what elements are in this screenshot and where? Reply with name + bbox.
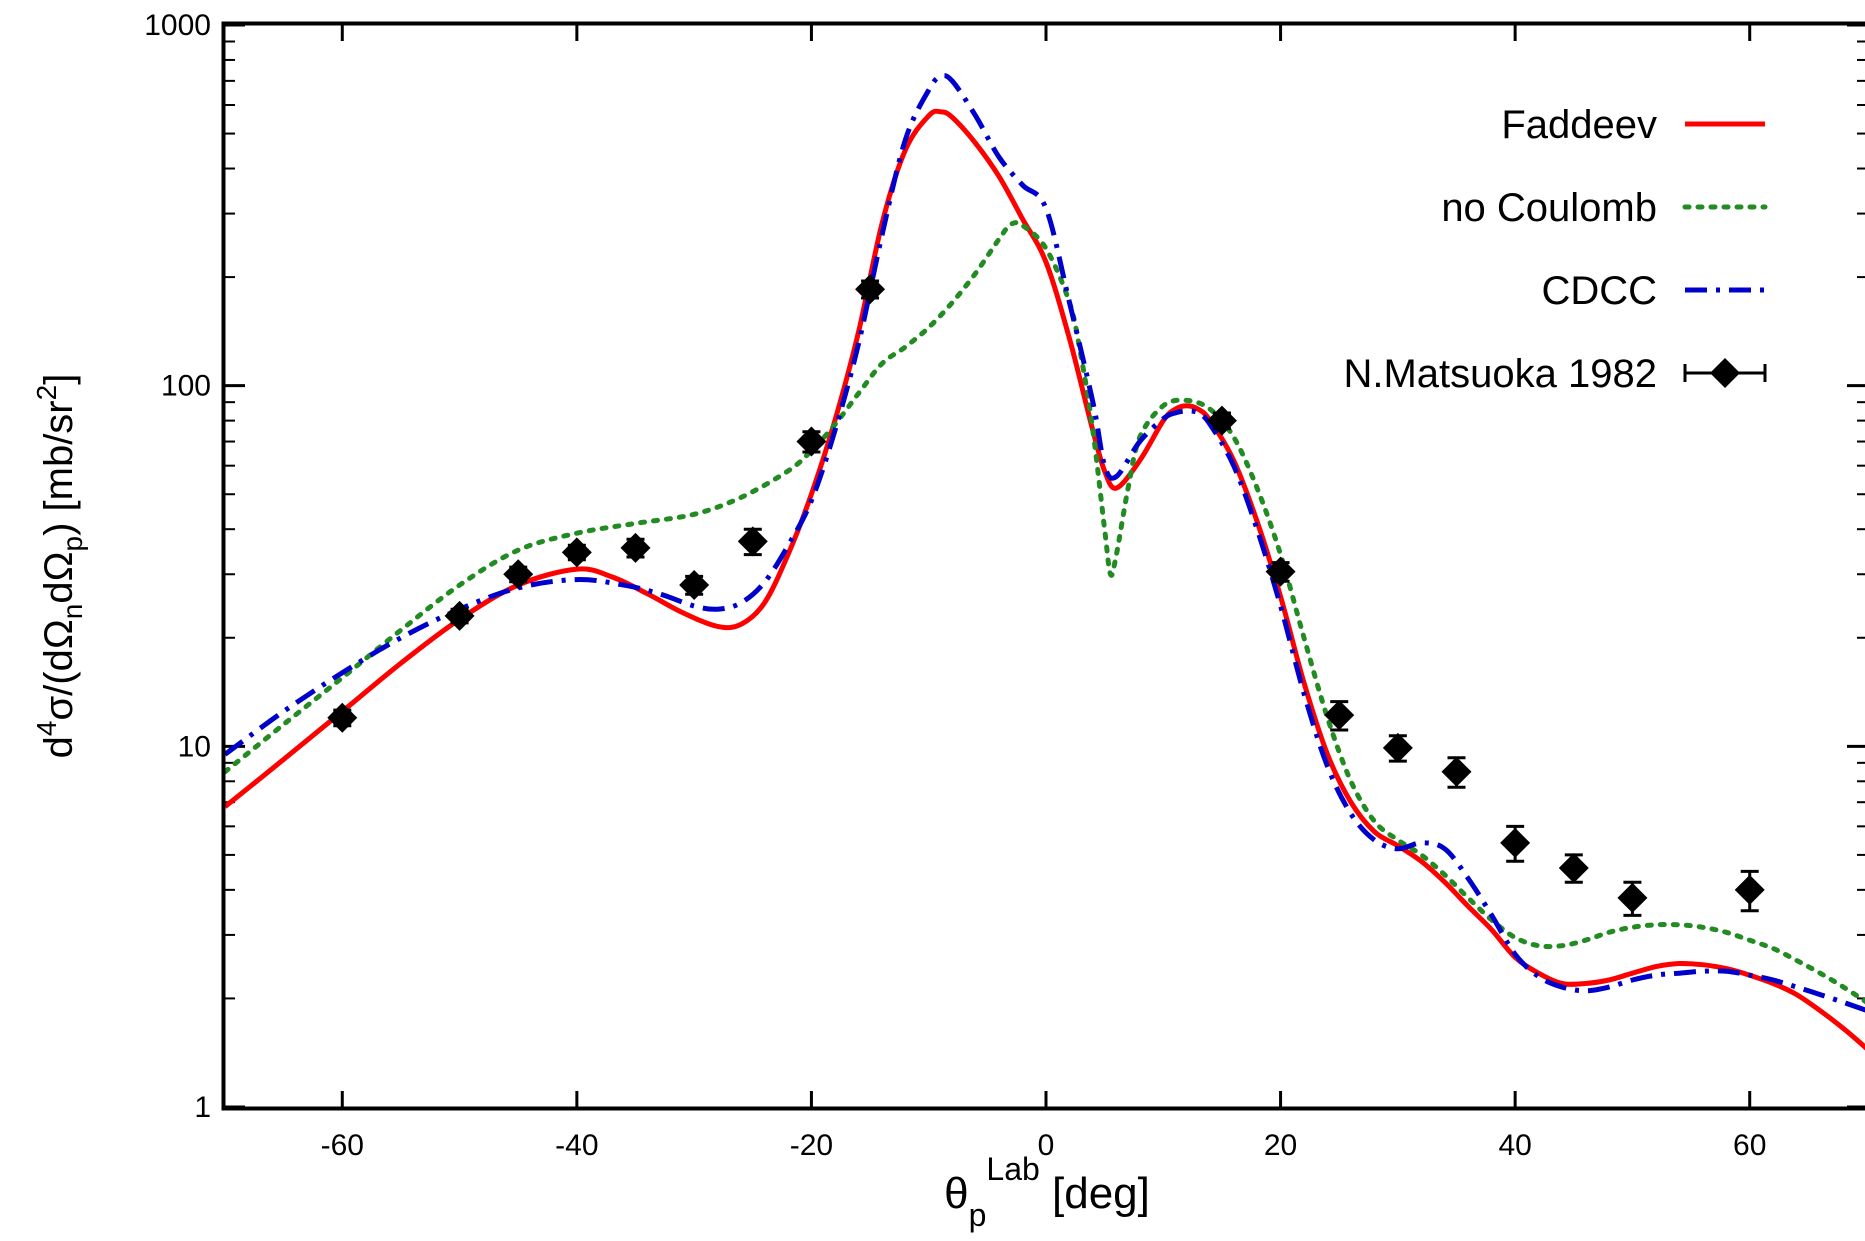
legend-label: Faddeev: [1501, 103, 1657, 147]
data-point: [1500, 827, 1531, 858]
x-tick-label: -40: [555, 1129, 598, 1162]
plot-frame: [221, 21, 1865, 1111]
data-point: [737, 526, 768, 557]
data-point: [503, 559, 534, 590]
y-axis-label-part: p: [57, 536, 88, 552]
x-axis-label-sup: Lab: [986, 1151, 1039, 1187]
data-point: [1617, 882, 1648, 913]
legend-label: no Coulomb: [1441, 186, 1657, 230]
series-line-no-coulomb: [222, 220, 1865, 1005]
y-axis-label-part: ]: [37, 374, 81, 385]
data-point: [1265, 556, 1296, 587]
x-tick-label: 60: [1733, 1129, 1766, 1162]
data-point: [1558, 852, 1589, 883]
y-axis-label-part: 4: [31, 721, 62, 737]
data-point: [855, 274, 886, 305]
y-axis-label: d4σ/(dΩndΩp) [mb/sr2]: [31, 374, 88, 759]
data-point: [561, 537, 592, 568]
y-tick-label: 1: [194, 1091, 211, 1124]
y-axis-label-part: 2: [31, 385, 62, 401]
x-tick-label: -60: [321, 1129, 364, 1162]
data-point: [444, 600, 475, 631]
series-lines: [222, 72, 1865, 1051]
x-axis-label-sub: p: [969, 1197, 987, 1233]
y-axis-label-part: n: [57, 604, 88, 620]
y-tick-label: 100: [161, 370, 211, 403]
data-point: [1206, 405, 1237, 436]
series-line-cdcc: [223, 72, 1865, 1013]
y-tick-label: 10: [178, 730, 211, 763]
y-axis-label-part: dΩ: [37, 551, 81, 603]
data-point: [1382, 732, 1413, 763]
x-ticks: -60 -40 -20 0 20 40 60: [321, 25, 1766, 1162]
y-tick-label: 1000: [144, 9, 211, 42]
x-axis-label: θp Lab [deg]: [944, 1151, 1150, 1233]
y-ticks: 1 10 100 1000: [144, 9, 1865, 1124]
y-axis-label-part: σ/(dΩ: [37, 619, 81, 720]
legend-marker: [1710, 358, 1740, 388]
x-tick-label: 0: [1038, 1129, 1055, 1162]
series-line-faddeev: [223, 108, 1865, 1051]
x-tick-label: 20: [1264, 1129, 1297, 1162]
legend: Faddeev no Coulomb CDCC N.Matsuoka 1982: [1343, 103, 1768, 396]
x-axis-label-main: θ: [944, 1169, 968, 1218]
y-axis-label-part: d: [37, 736, 81, 758]
data-point: [679, 570, 710, 601]
data-points: [327, 274, 1765, 917]
x-axis-label-unit: [deg]: [1040, 1169, 1150, 1218]
x-tick-label: -20: [790, 1129, 833, 1162]
data-point: [327, 702, 358, 733]
data-point: [620, 532, 651, 563]
data-point: [796, 426, 827, 457]
data-point: [1734, 874, 1765, 905]
x-tick-label: 40: [1498, 1129, 1531, 1162]
legend-label: N.Matsuoka 1982: [1343, 352, 1657, 396]
y-axis-label-part: ) [mb/sr: [37, 400, 81, 536]
data-point: [1441, 756, 1472, 787]
data-point: [1324, 700, 1355, 731]
legend-label: CDCC: [1541, 269, 1657, 313]
